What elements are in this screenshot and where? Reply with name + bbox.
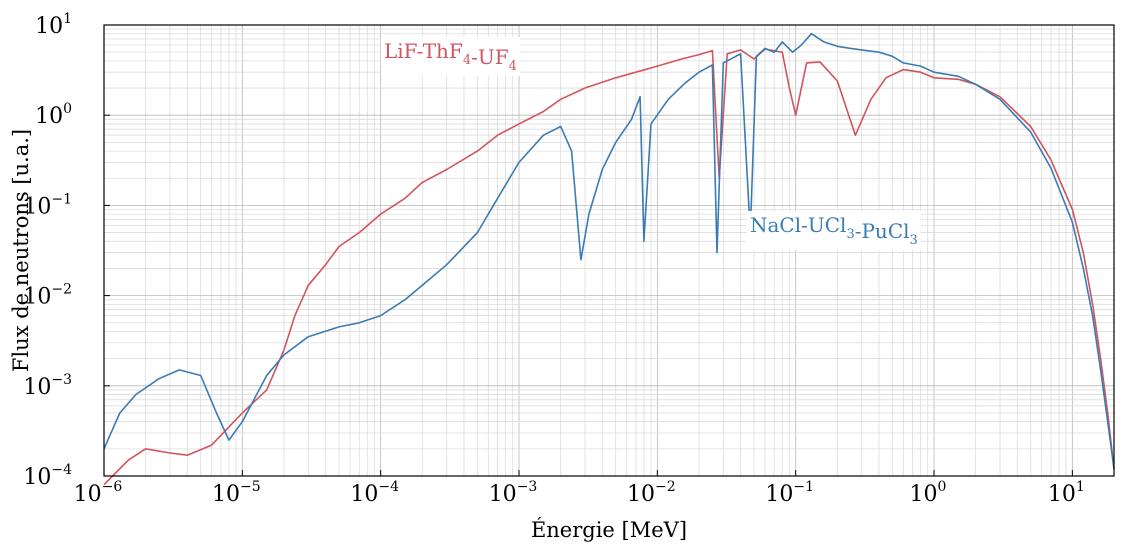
- series-label-background: [381, 37, 520, 76]
- y-tick-label: 101: [35, 11, 72, 39]
- series-line-1: [103, 48, 1115, 486]
- y-tick-label: 10−4: [23, 462, 72, 490]
- series-line-2: [103, 32, 1115, 470]
- y-tick-label: 10−1: [23, 191, 72, 219]
- axis-ticks: 10−6 10−5 10−4 10−3 10−2 10−1 100 101 10−4 10−3 10…: [23, 11, 1084, 507]
- series-lines: [103, 32, 1115, 486]
- x-tick-label: 10−3: [489, 479, 538, 507]
- y-tick-label: 10−2: [23, 282, 72, 310]
- x-tick-label: 10−6: [74, 479, 123, 507]
- y-axis-title: Flux de neutrons [u.a.]: [9, 129, 33, 372]
- y-tick-label: 100: [35, 101, 72, 129]
- x-axis-title: Énergie [MeV]: [531, 518, 687, 542]
- x-tick-label: 101: [1048, 479, 1085, 507]
- series-labels: LiF-ThF4-UF4 NaCl-UCl3-PuCl3: [381, 37, 921, 250]
- x-tick-label: 100: [910, 479, 947, 507]
- series-label-2: NaCl-UCl3-PuCl3: [750, 213, 918, 248]
- plot-frame: [103, 24, 1115, 477]
- x-tick-label: 10−1: [765, 479, 814, 507]
- x-tick-label: 10−2: [627, 479, 676, 507]
- grid-lines: [103, 24, 1115, 477]
- series-label-background: [747, 211, 921, 250]
- x-tick-label: 10−4: [350, 479, 399, 507]
- series-label-1: LiF-ThF4-UF4: [384, 39, 517, 74]
- x-tick-label: 10−5: [212, 479, 261, 507]
- y-tick-label: 10−3: [23, 372, 72, 400]
